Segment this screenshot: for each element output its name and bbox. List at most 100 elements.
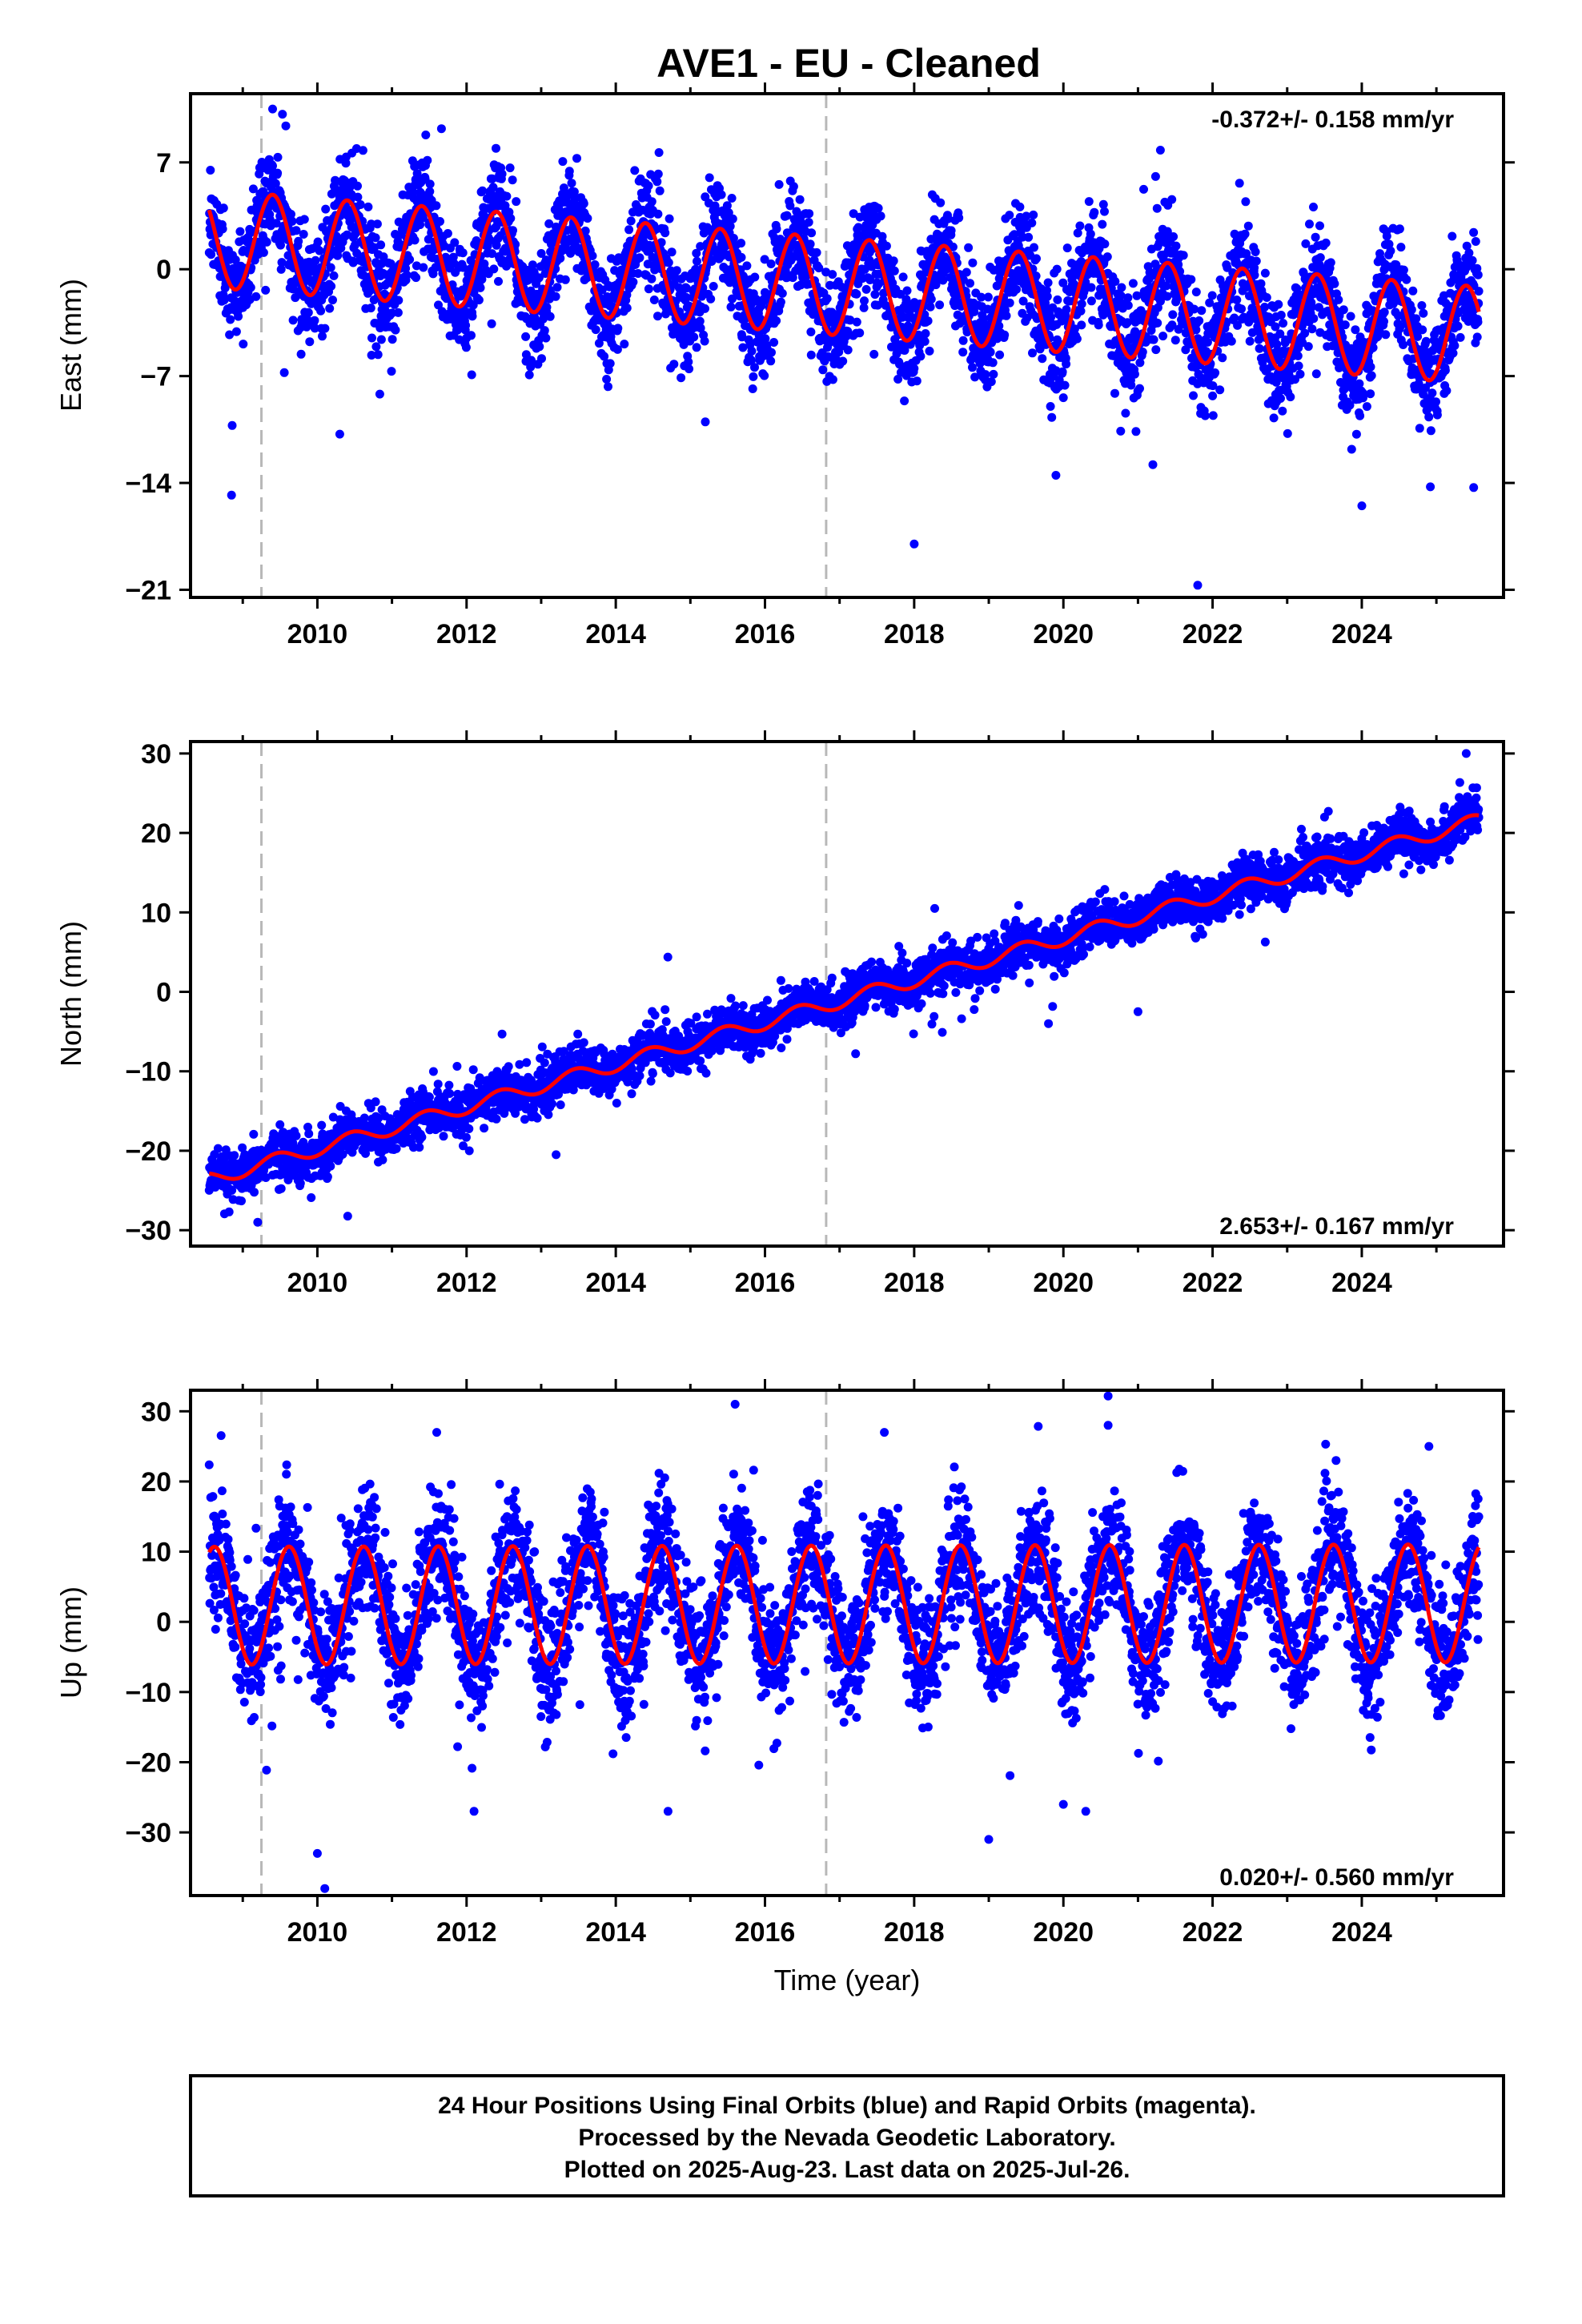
- east-data-point: [1149, 335, 1158, 344]
- east-data-point: [1286, 392, 1295, 402]
- east-data-point: [772, 224, 781, 234]
- east-data-point: [327, 281, 336, 291]
- east-data-point: [1260, 268, 1270, 278]
- east-data-point: [968, 363, 977, 372]
- east-data-points: [204, 104, 1484, 590]
- east-data-point: [461, 343, 471, 352]
- east-data-point: [1032, 254, 1041, 263]
- east-data-point: [352, 248, 362, 258]
- north-data-point: [291, 1131, 301, 1140]
- east-outlier-point: [1469, 483, 1479, 493]
- east-data-point: [1473, 270, 1483, 279]
- east-data-point: [502, 261, 511, 271]
- east-data-point: [1283, 428, 1292, 438]
- east-data-point: [825, 336, 835, 346]
- east-data-point: [291, 226, 301, 235]
- east-data-point: [423, 155, 432, 165]
- east-data-point: [278, 110, 287, 119]
- east-data-point: [968, 258, 978, 267]
- east-data-point: [467, 331, 476, 340]
- north-data-point: [304, 1129, 314, 1139]
- east-data-point: [920, 336, 930, 346]
- east-data-point: [1053, 295, 1062, 304]
- east-data-point: [363, 202, 373, 211]
- north-data-point: [433, 1080, 443, 1089]
- east-data-point: [630, 166, 640, 175]
- north-data-point: [230, 1151, 239, 1160]
- east-data-point: [1293, 351, 1303, 360]
- east-data-point: [692, 248, 701, 258]
- east-data-point: [528, 260, 537, 270]
- east-data-point: [310, 324, 319, 333]
- east-data-point: [572, 154, 581, 163]
- east-data-point: [1197, 306, 1207, 316]
- east-data-point: [1243, 221, 1253, 231]
- east-data-point: [728, 294, 737, 304]
- east-data-point: [234, 312, 243, 321]
- east-data-point: [661, 228, 670, 238]
- north-data-point: [391, 1144, 401, 1153]
- east-data-point: [1135, 384, 1144, 393]
- east-data-point: [239, 340, 248, 349]
- east-data-point: [321, 204, 331, 214]
- east-data-point: [644, 284, 653, 294]
- east-data-point: [1396, 243, 1406, 252]
- east-x-tick-label: 2014: [585, 619, 646, 649]
- east-data-point: [421, 131, 431, 139]
- east-data-point: [876, 211, 885, 221]
- east-data-point: [653, 312, 662, 321]
- east-data-point: [1366, 389, 1375, 399]
- east-data-point: [591, 325, 600, 335]
- east-data-point: [1245, 336, 1255, 346]
- east-data-point: [299, 215, 309, 224]
- east-data-point: [946, 226, 956, 235]
- east-data-point: [412, 261, 421, 271]
- east-data-point: [1058, 278, 1068, 287]
- east-data-point: [412, 273, 421, 283]
- east-data-point: [935, 300, 945, 310]
- east-data-point: [1131, 427, 1141, 436]
- east-data-point: [1086, 283, 1096, 292]
- east-data-point: [1158, 332, 1168, 341]
- east-data-point: [767, 348, 776, 357]
- east-data-point: [805, 209, 814, 219]
- east-data-point: [1153, 318, 1162, 328]
- east-data-point: [978, 314, 988, 323]
- east-data-point: [1102, 252, 1112, 262]
- east-data-point: [728, 214, 737, 223]
- east-data-point: [1278, 406, 1287, 416]
- east-data-point: [689, 332, 699, 342]
- east-data-point: [486, 235, 496, 245]
- east-data-point: [1086, 229, 1095, 239]
- east-data-point: [989, 369, 998, 379]
- north-data-point: [326, 1161, 335, 1171]
- east-data-point: [726, 302, 736, 312]
- east-data-point: [376, 335, 386, 344]
- east-data-point: [1171, 241, 1181, 251]
- east-data-point: [1395, 224, 1404, 234]
- east-data-point: [1237, 304, 1246, 314]
- east-data-point: [747, 346, 757, 356]
- east-data-point: [1139, 184, 1148, 194]
- east-data-point: [916, 352, 926, 361]
- east-data-point: [852, 289, 861, 299]
- east-data-point: [1062, 360, 1071, 369]
- east-data-point: [1295, 369, 1305, 379]
- east-data-point: [1307, 324, 1317, 334]
- north-data-point: [343, 1212, 352, 1221]
- east-data-point: [682, 283, 691, 293]
- east-data-point: [860, 296, 869, 306]
- east-data-point: [966, 279, 974, 288]
- east-data-point: [1227, 336, 1236, 346]
- east-data-point: [320, 324, 330, 333]
- east-data-point: [310, 316, 319, 325]
- east-data-point: [1471, 237, 1480, 246]
- east-data-point: [328, 296, 337, 305]
- east-data-point: [958, 348, 968, 357]
- north-data-point: [323, 1172, 332, 1181]
- east-data-point: [647, 197, 656, 207]
- east-data-point: [1094, 320, 1103, 330]
- east-outlier-point: [1155, 146, 1165, 155]
- east-data-point: [1456, 332, 1465, 342]
- east-data-point: [750, 272, 760, 282]
